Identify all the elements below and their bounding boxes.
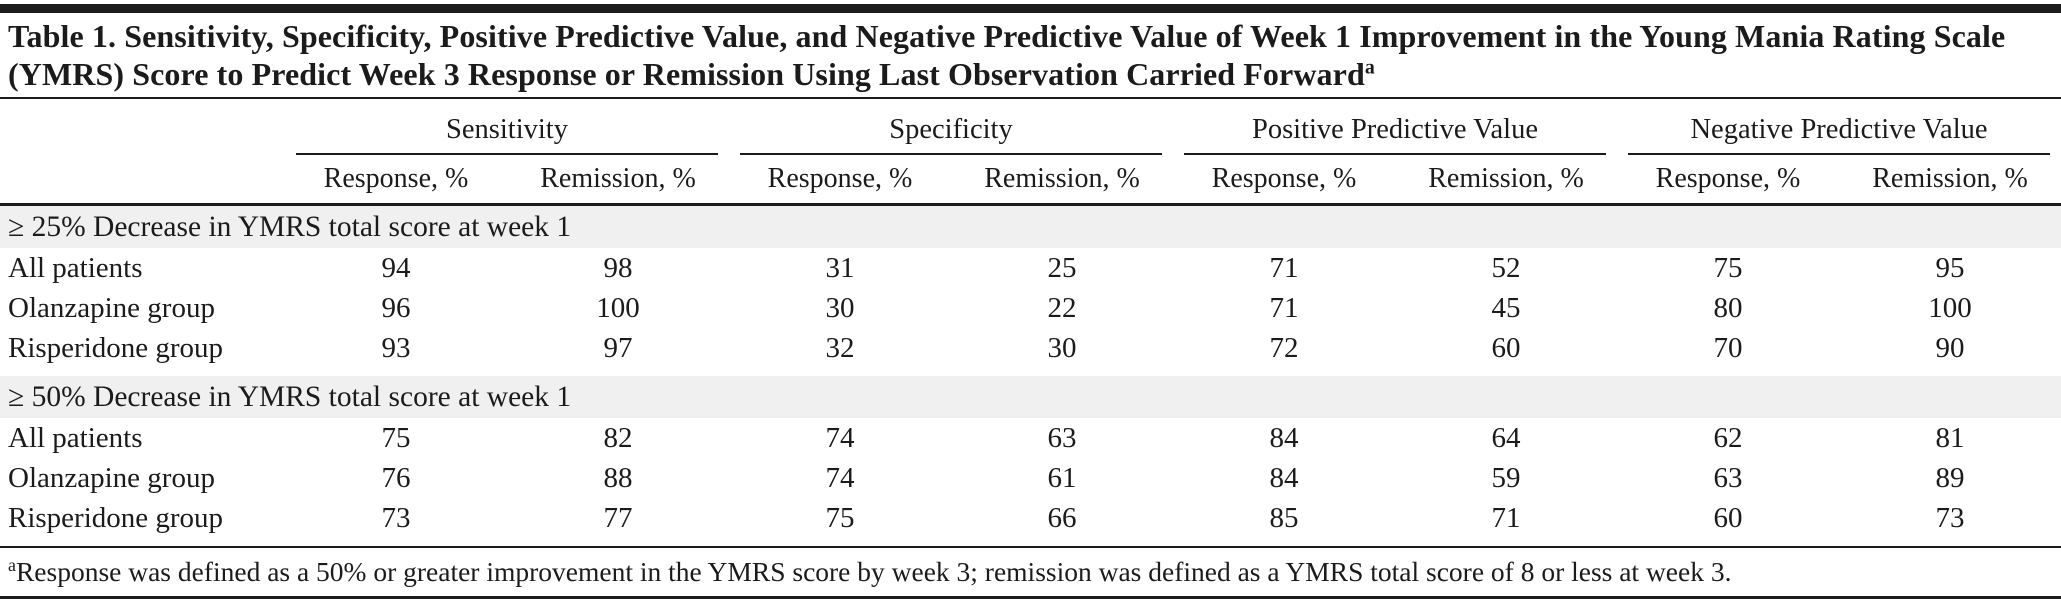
data-cell: 63 [1047,421,1077,454]
data-cell: 76 [381,461,411,494]
data-cell: 74 [825,461,855,494]
data-cell: 31 [825,251,855,284]
footnote: aResponse was defined as a 50% or greate… [0,546,2061,599]
data-cell: 64 [1491,421,1521,454]
data-cell: 98 [603,251,633,284]
row-label-column-header [0,99,285,155]
data-cell: 77 [603,501,633,534]
data-cell: 100 [1928,291,1972,324]
data-cell: 96 [381,291,411,324]
data-cell: 74 [825,421,855,454]
data-cell: 70 [1713,331,1743,364]
table-row: Olanzapine group 96 100 30 22 71 45 80 1… [0,288,2061,328]
column-group-specificity: Specificity [729,99,1173,155]
data-cell: 59 [1491,461,1521,494]
row-spacer [0,368,2061,376]
row-label: All patients [8,421,143,454]
footnote-text: Response was defined as a 50% or greater… [15,556,1732,587]
data-cell: 75 [825,501,855,534]
data-cell: 30 [1047,331,1077,364]
row-label: All patients [8,251,143,284]
table-row: Risperidone group 73 77 75 66 85 71 60 7… [0,498,2061,546]
data-cell: 45 [1491,291,1521,324]
data-cell: 85 [1269,501,1299,534]
subheader-specificity-response: Response, % [729,155,951,206]
subheader-empty [0,155,285,206]
data-cell: 93 [381,331,411,364]
data-cell: 82 [603,421,633,454]
section-band-50pct: ≥ 50% Decrease in YMRS total score at we… [0,376,2061,418]
subheader-row: Response, % Remission, % Response, % Rem… [0,155,2061,206]
data-cell: 80 [1713,291,1743,324]
data-cell: 73 [1935,501,1965,534]
row-label: Olanzapine group [8,461,215,494]
section-header: ≥ 25% Decrease in YMRS total score at we… [0,204,2061,248]
subheader-npv-response: Response, % [1617,155,1839,206]
data-cell: 84 [1269,421,1299,454]
row-label: Risperidone group [8,501,224,534]
subheader-sensitivity-remission: Remission, % [507,155,729,206]
data-cell: 94 [381,251,411,284]
subheader-npv-remission: Remission, % [1839,155,2061,206]
data-cell: 66 [1047,501,1077,534]
section-header: ≥ 50% Decrease in YMRS total score at we… [0,376,2061,418]
data-cell: 22 [1047,291,1077,324]
table-row: All patients 94 98 31 25 71 52 75 95 [0,248,2061,288]
data-cell: 72 [1269,331,1299,364]
results-table: Sensitivity Specificity Positive Predict… [0,99,2061,546]
data-cell: 75 [381,421,411,454]
data-cell: 32 [825,331,855,364]
data-cell: 81 [1935,421,1965,454]
table-title-text: Table 1. Sensitivity, Specificity, Posit… [8,18,2006,92]
table-row: All patients 75 82 74 63 84 64 62 81 [0,418,2061,458]
data-cell: 52 [1491,251,1521,284]
data-cell: 63 [1713,461,1743,494]
data-cell: 25 [1047,251,1077,284]
data-cell: 84 [1269,461,1299,494]
data-cell: 71 [1269,291,1299,324]
top-rule-bar [0,4,2061,13]
row-label: Risperidone group [8,331,224,364]
data-cell: 60 [1491,331,1521,364]
subheader-ppv-response: Response, % [1173,155,1395,206]
data-cell: 61 [1047,461,1077,494]
table-row: Risperidone group 93 97 32 30 72 60 70 9… [0,328,2061,368]
column-group-ppv: Positive Predictive Value [1173,99,1617,155]
paper-table-figure: Table 1. Sensitivity, Specificity, Posit… [0,4,2061,599]
data-cell: 90 [1935,331,1965,364]
data-cell: 89 [1935,461,1965,494]
section-band-25pct: ≥ 25% Decrease in YMRS total score at we… [0,204,2061,248]
data-cell: 95 [1935,251,1965,284]
data-cell: 60 [1713,501,1743,534]
subheader-ppv-remission: Remission, % [1395,155,1617,206]
data-cell: 88 [603,461,633,494]
data-cell: 71 [1269,251,1299,284]
data-cell: 71 [1491,501,1521,534]
data-cell: 62 [1713,421,1743,454]
data-cell: 30 [825,291,855,324]
table-title: Table 1. Sensitivity, Specificity, Posit… [0,13,2061,99]
data-cell: 73 [381,501,411,534]
data-cell: 100 [596,291,640,324]
column-group-sensitivity: Sensitivity [285,99,729,155]
column-group-header-row: Sensitivity Specificity Positive Predict… [0,99,2061,155]
data-cell: 75 [1713,251,1743,284]
data-cell: 97 [603,331,633,364]
table-row: Olanzapine group 76 88 74 61 84 59 63 89 [0,458,2061,498]
column-group-npv: Negative Predictive Value [1617,99,2061,155]
subheader-specificity-remission: Remission, % [951,155,1173,206]
footnote-marker: a [8,554,16,575]
table-title-footnote-marker: a [1364,56,1375,79]
subheader-sensitivity-response: Response, % [285,155,507,206]
row-label: Olanzapine group [8,291,215,324]
